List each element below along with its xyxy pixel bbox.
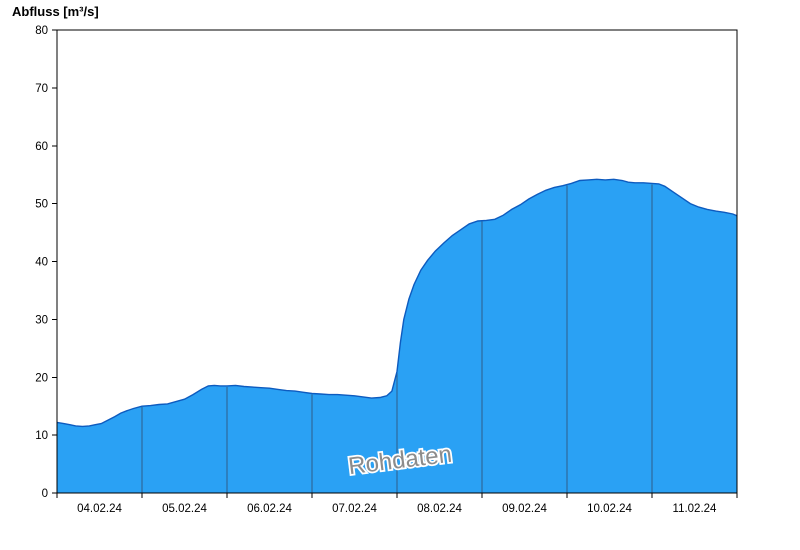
x-axis-tick-label: 09.02.24 bbox=[502, 503, 547, 515]
y-axis-tick-label: 10 bbox=[35, 430, 48, 442]
y-axis-tick-label: 40 bbox=[35, 257, 48, 269]
y-axis-tick-label: 30 bbox=[35, 314, 48, 326]
y-axis-tick-label: 80 bbox=[35, 25, 48, 37]
chart-title: Abfluss [m³/s] bbox=[12, 4, 99, 19]
y-axis-tick-label: 70 bbox=[35, 83, 48, 95]
x-axis-tick-label: 10.02.24 bbox=[587, 503, 632, 515]
x-axis-tick-label: 06.02.24 bbox=[247, 503, 292, 515]
x-axis: 04.02.24 05.02.24 06.02.24 07.02.24 08.02.24… bbox=[56, 493, 738, 515]
y-axis-tick-label: 0 bbox=[42, 488, 48, 500]
day-gridlines bbox=[141, 184, 653, 493]
x-axis-tick-label: 04.02.24 bbox=[77, 503, 122, 515]
series-line bbox=[56, 178, 738, 428]
x-axis-tick-label: 05.02.24 bbox=[162, 503, 207, 515]
y-axis-tick-label: 60 bbox=[35, 141, 48, 153]
x-axis-tick-label: 11.02.24 bbox=[673, 503, 718, 515]
y-axis: 0 10 20 30 40 50 60 70 80 bbox=[35, 25, 57, 500]
x-axis-tick-label: 07.02.24 bbox=[332, 503, 377, 515]
y-axis-tick-label: 50 bbox=[35, 199, 48, 211]
y-axis-tick-label: 20 bbox=[35, 372, 48, 384]
x-axis-tick-label: 08.02.24 bbox=[417, 503, 462, 515]
